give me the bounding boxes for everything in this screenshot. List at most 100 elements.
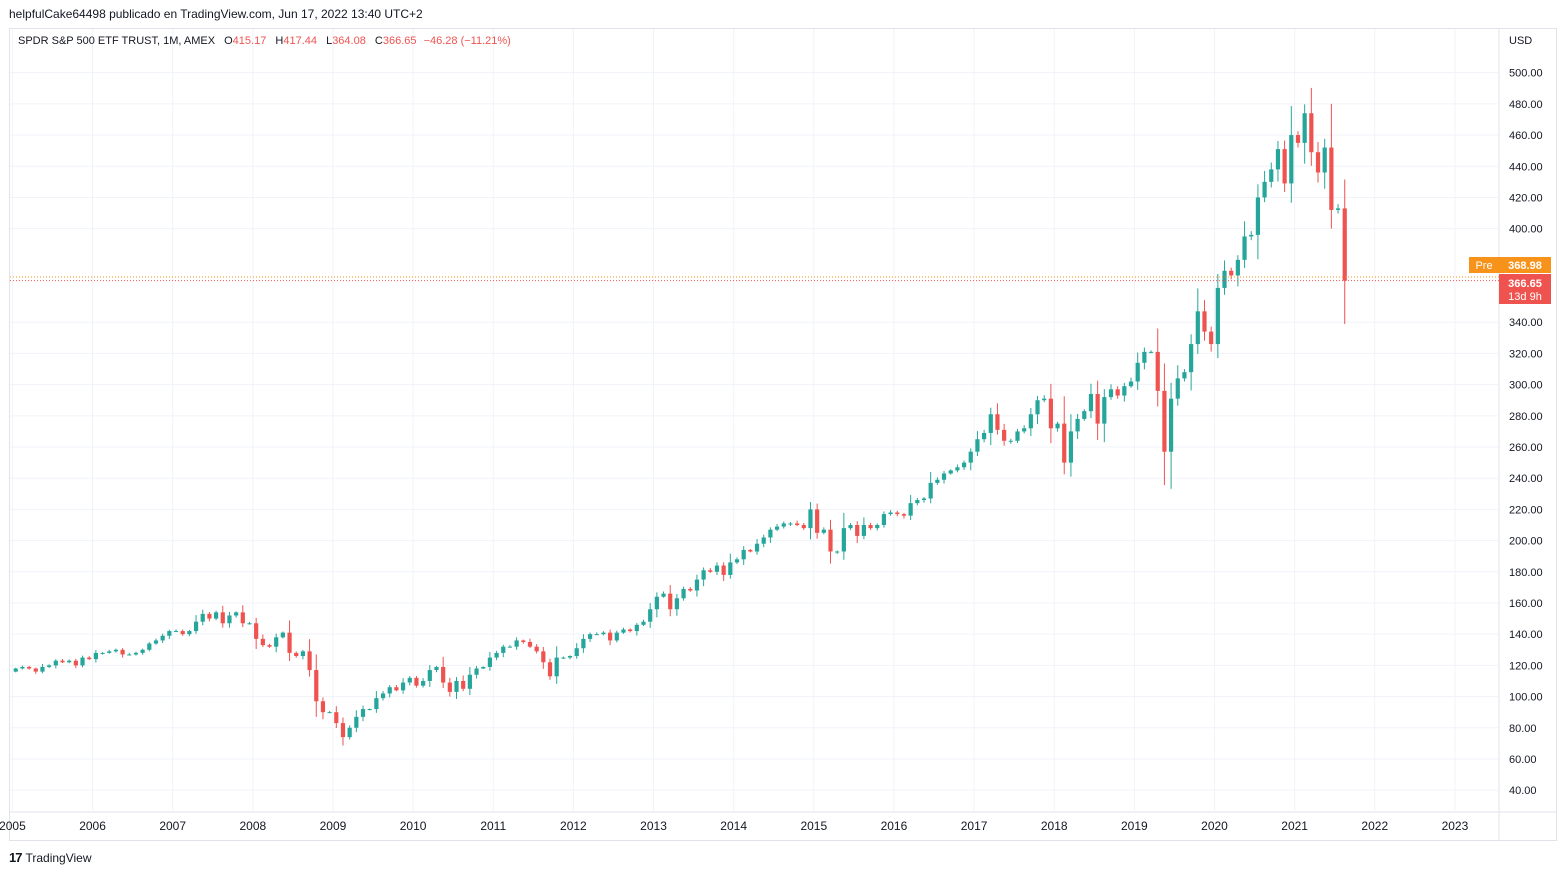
low-label: L <box>326 35 333 47</box>
candle-body <box>708 570 713 572</box>
candle-body <box>427 670 432 681</box>
candle-body <box>1295 135 1301 143</box>
candle-body <box>928 482 933 499</box>
candle-body <box>547 662 553 677</box>
candle-body <box>93 652 98 660</box>
candle-body <box>915 500 920 504</box>
low-value: 364.08 <box>332 35 366 47</box>
x-tick-label: 2023 <box>1442 819 1469 833</box>
candle-body <box>73 660 78 666</box>
candle-body <box>1042 398 1047 401</box>
candle-body <box>300 651 306 657</box>
candle-body <box>474 668 479 675</box>
x-tick-label: 2009 <box>320 819 347 833</box>
candle-body <box>33 668 38 672</box>
published-line: helpfulCake64498 publicado en TradingVie… <box>9 7 423 21</box>
candle-body <box>861 525 866 536</box>
candle-body <box>340 723 346 738</box>
last-price-label: 366.65 <box>1508 278 1542 290</box>
candle-body <box>247 623 252 625</box>
candle-body <box>768 529 773 538</box>
candle-body <box>1195 311 1200 345</box>
candle-body <box>848 525 853 529</box>
y-tick-label: 260.00 <box>1509 442 1543 454</box>
y-tick-label: 160.00 <box>1509 598 1543 610</box>
candle-body <box>87 657 92 660</box>
candle-body <box>167 631 172 636</box>
y-tick-label: 280.00 <box>1509 411 1543 423</box>
candle-body <box>193 621 199 632</box>
candle-body <box>748 549 753 552</box>
y-tick-label: 240.00 <box>1509 473 1543 485</box>
x-tick-label: 2018 <box>1041 819 1068 833</box>
candle-body <box>895 512 900 515</box>
candle-body <box>587 634 593 639</box>
candle-body <box>761 537 766 544</box>
candle-body <box>614 632 619 641</box>
candle-body <box>380 693 386 699</box>
high-label: H <box>275 35 284 47</box>
y-tick-label: 500.00 <box>1509 68 1543 80</box>
currency-label: USD <box>1509 35 1532 47</box>
candle-body <box>467 674 472 689</box>
candle-body <box>213 612 219 619</box>
x-tick-label: 2005 <box>0 819 26 833</box>
open-label: O <box>224 35 233 47</box>
candle-body <box>668 593 673 610</box>
candle-body <box>53 660 58 666</box>
candle-body <box>113 649 119 652</box>
candle-body <box>494 652 499 658</box>
candle-body <box>581 638 586 649</box>
candle-body <box>407 677 412 683</box>
candle-body <box>921 498 927 501</box>
candle-body <box>280 632 285 638</box>
candle-body <box>1302 113 1307 143</box>
candle-body <box>1322 147 1327 173</box>
y-tick-label: 460.00 <box>1509 130 1543 142</box>
candle-body <box>421 680 426 686</box>
change-value: −46.28 (−11.21%) <box>423 35 511 47</box>
tradingview-footer[interactable]: 17 TradingView <box>9 850 92 865</box>
candle-body <box>140 649 145 653</box>
candle-body <box>20 666 25 669</box>
candle-body <box>688 588 693 591</box>
candle-body <box>554 657 559 677</box>
candle-body <box>13 668 18 672</box>
candle-body <box>1062 423 1067 463</box>
chart-frame[interactable] <box>9 28 1557 841</box>
candle-body <box>648 609 653 622</box>
candle-body <box>1289 135 1294 184</box>
candle-body <box>988 414 993 433</box>
candle-body <box>701 570 706 580</box>
y-tick-label: 180.00 <box>1509 567 1543 579</box>
candle-body <box>754 543 760 552</box>
pre-market-tag: Pre 368.98 <box>1469 257 1551 273</box>
y-tick-label: 80.00 <box>1509 723 1537 735</box>
candle-body <box>968 451 973 463</box>
candle-body <box>714 565 720 572</box>
candle-body <box>1122 386 1127 396</box>
candle-body <box>1235 259 1240 276</box>
candle-body <box>1175 378 1180 399</box>
candle-body <box>180 631 185 635</box>
candle-body <box>160 635 165 641</box>
candle-body <box>1242 236 1247 260</box>
candle-body <box>1202 311 1207 332</box>
candle-body <box>1088 393 1094 412</box>
candle-body <box>654 596 659 610</box>
x-tick-label: 2007 <box>159 819 186 833</box>
candle-body <box>207 613 212 619</box>
candle-body <box>1249 234 1254 237</box>
candle-body <box>173 631 179 633</box>
candle-body <box>534 646 539 652</box>
last-price-tag: 366.65 13d 9h <box>1499 274 1551 304</box>
y-tick-label: 320.00 <box>1509 348 1543 360</box>
tradingview-logo-icon: 17 <box>9 850 23 865</box>
y-tick-label: 120.00 <box>1509 660 1543 672</box>
y-tick-label: 60.00 <box>1509 754 1537 766</box>
y-tick-label: 480.00 <box>1509 99 1543 111</box>
candle-body <box>995 414 1000 430</box>
ohlc-legend: SPDR S&P 500 ETF TRUST, 1M, AMEX O415.17… <box>18 35 511 47</box>
candle-body <box>1155 351 1160 391</box>
